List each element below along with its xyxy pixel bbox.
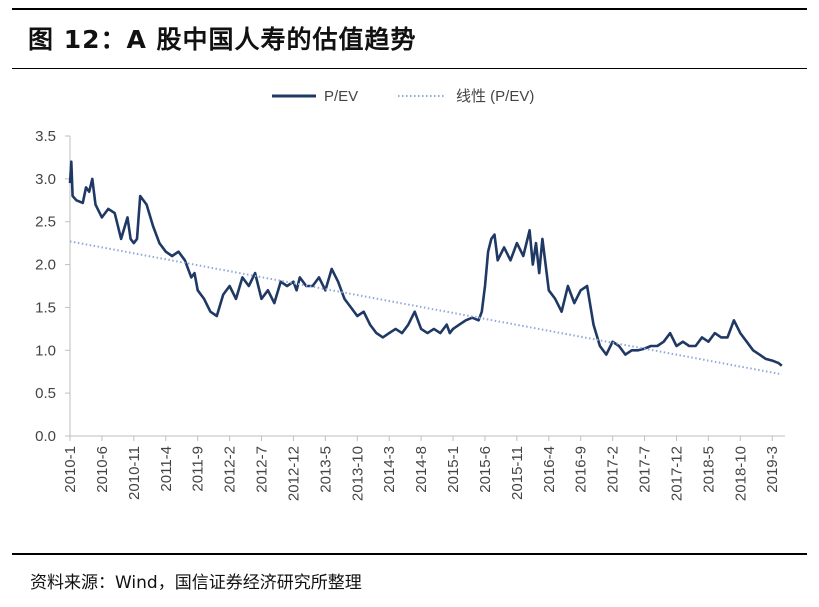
y-tick-label: 0.0: [35, 428, 56, 445]
x-tick-label: 2010-1: [62, 446, 79, 493]
series-line-pev: [68, 160, 783, 367]
y-tick-label: 3.0: [35, 171, 56, 188]
y-tick-label: 2.0: [35, 257, 56, 274]
x-tick-label: 2017-2: [605, 446, 622, 493]
x-tick-label: 2018-10: [732, 446, 749, 501]
x-tick-label: 2010-6: [94, 446, 111, 493]
x-tick-label: 2016-4: [541, 446, 558, 493]
x-tick-label: 2011-9: [190, 446, 207, 492]
x-tick-label: 2012-7: [254, 446, 271, 493]
source-note: 资料来源：Wind，国信证券经济研究所整理: [30, 573, 362, 593]
x-tick-label: 2016-9: [573, 446, 590, 493]
x-tick-label: 2014-8: [413, 446, 430, 493]
top-rule: [12, 8, 807, 10]
x-tick-label: 2014-3: [381, 446, 398, 493]
x-tick-label: 2015-1: [445, 446, 462, 493]
x-axis: 2010-1 2010-6 2010-11 2011-4 2011-9 2012-2 201…: [62, 435, 785, 501]
y-tick-label: 1.5: [35, 299, 56, 316]
plot-area: [68, 160, 783, 376]
x-tick-label: 2012-2: [222, 446, 239, 493]
x-tick-label: 2017-7: [637, 446, 654, 493]
y-axis: 0.0 0.5 1.0 1.5 2.0 2.5 3.0 3.5: [35, 128, 71, 445]
title-rule: [12, 68, 807, 69]
x-tick-label: 2011-4: [158, 446, 175, 492]
x-tick-label: 2013-10: [349, 446, 366, 501]
legend-label-trend: 线性 (P/EV): [456, 88, 534, 105]
x-tick-label: 2013-5: [317, 446, 334, 493]
pev-chart: P/EV 线性 (P/EV) 0.00.51.01.52.02.53.03.5 …: [35, 88, 785, 501]
trend-line-linear: [69, 240, 782, 376]
x-tick-label: 2015-11: [509, 446, 526, 500]
bottom-rule: [12, 553, 807, 555]
y-tick-label: 3.5: [35, 128, 56, 145]
chart-legend: P/EV 线性 (P/EV): [272, 88, 534, 105]
x-tick-label: 2010-11: [126, 446, 143, 500]
y-tick-label: 2.5: [35, 214, 56, 231]
x-tick-label: 2017-12: [668, 446, 685, 501]
x-tick-label: 2019-3: [764, 446, 781, 493]
x-tick-label: 2015-6: [477, 446, 494, 493]
y-tick-label: 0.5: [35, 385, 56, 402]
legend-label-pev: P/EV: [324, 88, 358, 105]
x-tick-label: 2018-5: [700, 446, 717, 493]
y-tick-label: 1.0: [35, 342, 56, 359]
x-tick-label: 2012-12: [285, 446, 302, 501]
figure-title: 图 12：A 股中国人寿的估值趋势: [28, 25, 417, 54]
